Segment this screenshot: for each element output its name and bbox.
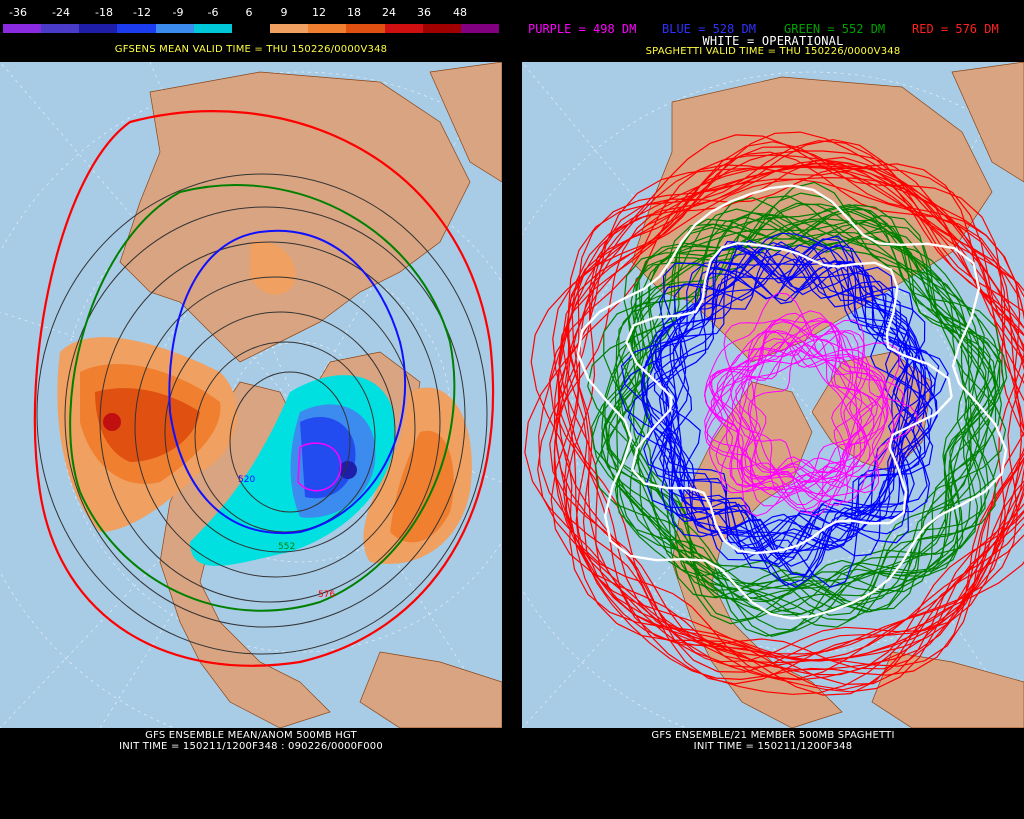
valid-time-caption: GFSENS MEAN VALID TIME = THU 150226/0000… [114,44,388,55]
contour-498 [297,442,342,492]
scale-label: -24 [52,6,70,19]
legend-purple: PURPLE = 498 DM [528,22,637,36]
spaghetti-line [640,244,918,565]
legend-red: RED = 576 DM [912,22,999,36]
spaghetti-line [747,344,888,505]
scale-swatch [117,24,156,33]
spaghetti-line [710,331,854,489]
spaghetti-line [703,312,868,488]
legend-blue: BLUE = 528 DM [662,22,756,36]
anomaly-color-scale [3,24,500,33]
scale-swatch [193,24,232,33]
spaghetti-line [747,321,889,489]
spaghetti-line [617,206,1002,602]
spaghetti-line [715,338,879,491]
scale-label: 24 [382,6,396,19]
spaghetti-panel: PURPLE = 498 DM BLUE = 528 DM GREEN = 55… [522,0,1024,819]
scale-label: -6 [207,6,219,19]
spaghetti-line [591,220,998,614]
scale-swatch [308,24,347,33]
contour-label: 520 [238,475,255,485]
scale-label: 48 [453,6,467,19]
scale-swatch [3,24,42,33]
anomaly-shading [57,241,472,566]
spaghetti-line [594,221,1008,622]
anomaly-scale-labels: -36 -24 -18 -12 -9 -6 6 9 12 18 24 36 48 [0,6,502,20]
spaghetti-line [632,212,990,613]
spaghetti-line [744,331,886,517]
contour-label: 552 [278,542,295,552]
height-contours [36,173,488,655]
contour-label: 576 [318,590,335,600]
scale-label: 18 [347,6,361,19]
spaghetti-line [538,134,1024,685]
scale-label: -36 [9,6,27,19]
scale-label: 9 [280,6,288,19]
scale-swatch [384,24,423,33]
spaghetti-line [558,165,1024,662]
spaghetti-line [731,310,901,494]
scale-swatch [346,24,385,33]
scale-swatch [231,24,271,33]
spaghetti-line [741,321,885,480]
legend-white: WHITE = OPERATIONAL [702,34,844,48]
spaghetti-line [553,165,1024,696]
spaghetti-line [627,245,926,548]
legend-green: GREEN = 552 DM [784,22,886,36]
spaghetti-line [735,348,918,497]
scale-swatch [270,24,309,33]
scale-label: 36 [417,6,431,19]
spaghetti-line [576,184,1008,620]
scale-swatch [155,24,194,33]
spaghetti-line [566,138,1024,670]
spaghetti-line [566,131,1024,669]
product-title: GFS ENSEMBLE MEAN/ANOM 500MB HGT [145,730,357,741]
spaghetti-line [709,321,887,476]
spaghetti-line [659,239,909,562]
contour-552 [69,184,456,612]
product-title: GFS ENSEMBLE/21 MEMBER 500MB SPAGHETTI [651,730,895,741]
spaghetti-line [601,208,997,605]
scale-label: -12 [133,6,151,19]
spaghetti-line [658,235,923,578]
spaghetti-line [704,318,863,490]
spaghetti-line [558,165,1024,655]
spaghetti-line [740,319,884,483]
spaghetti-contours [524,131,1024,696]
contour-520 [168,229,407,535]
spaghetti-line [561,176,1024,661]
scale-label: -9 [172,6,184,19]
contour-576 [33,110,495,667]
scale-swatch [422,24,461,33]
ensemble-mean-map: 520 552 576 [0,62,502,728]
panel-divider [502,0,522,819]
spaghetti-line [625,241,953,555]
spaghetti-line [614,203,1001,637]
init-time: INIT TIME = 150211/1200F348 : 090226/000… [119,741,383,752]
scale-swatch [41,24,80,33]
ensemble-mean-panel: -36 -24 -18 -12 -9 -6 6 9 12 18 24 36 48… [0,0,502,819]
spaghetti-line [659,258,933,555]
init-time: INIT TIME = 150211/1200F348 [693,741,853,752]
spaghetti-line [614,208,997,603]
spaghetti-map [522,62,1024,728]
scale-swatch [79,24,118,33]
spaghetti-line [709,350,866,514]
spaghetti-line [565,159,1024,693]
scale-label: 6 [245,6,253,19]
scale-swatch [460,24,500,33]
valid-time-caption: SPAGHETTI VALID TIME = THU 150226/0000V3… [645,46,901,57]
spaghetti-line [562,163,1024,680]
scale-label: 12 [312,6,326,19]
scale-label: -18 [95,6,113,19]
